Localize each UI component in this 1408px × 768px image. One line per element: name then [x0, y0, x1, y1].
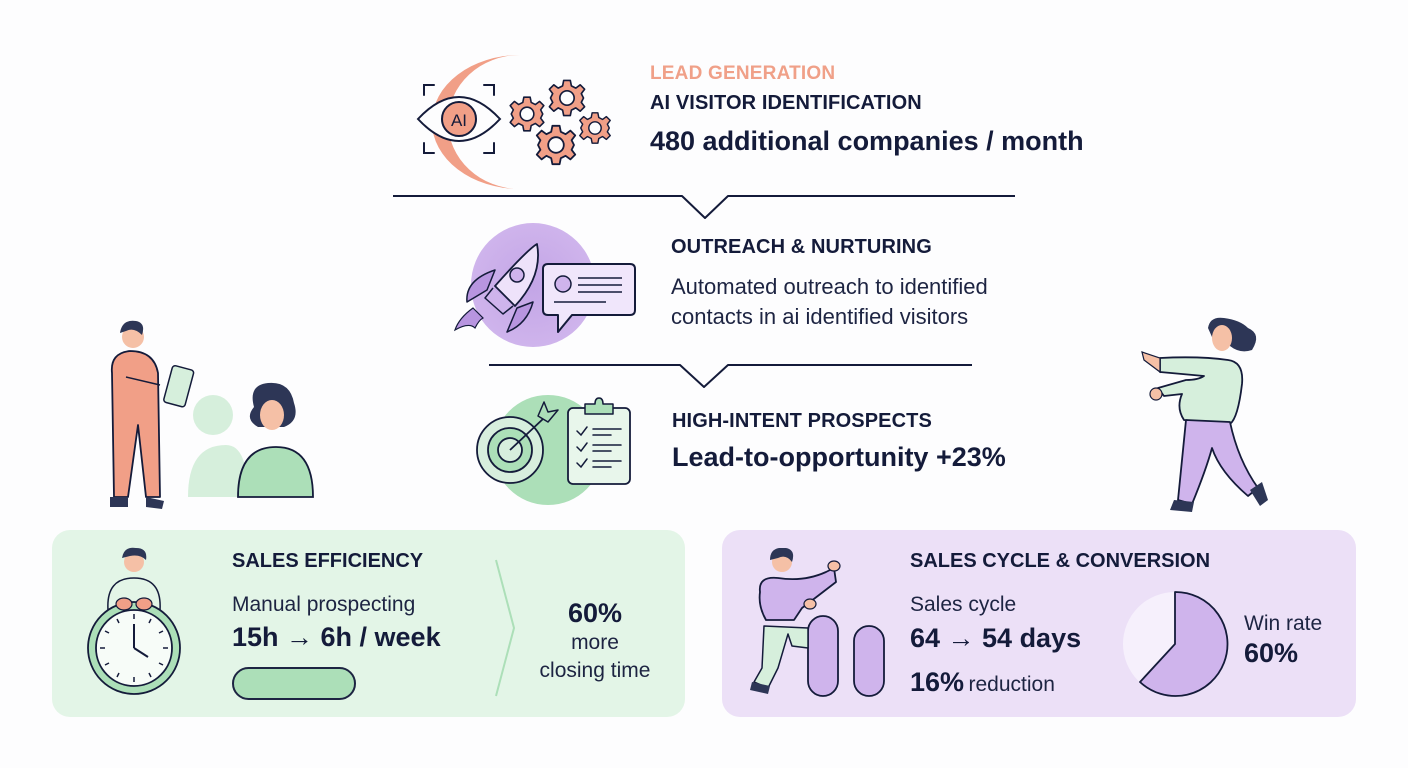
- pointing-woman-illustration: [1141, 317, 1268, 512]
- sales-cycle-label: Sales cycle: [910, 593, 1017, 616]
- sales-cycle-card: SALES CYCLE & CONVERSION Sales cycle 64 …: [722, 530, 1356, 717]
- sales-efficiency-title: SALES EFFICIENCY: [232, 550, 424, 572]
- gears-icon: [509, 79, 611, 166]
- closing-time-value: 60%: [567, 598, 623, 628]
- clipboard-checklist-icon: [567, 397, 631, 485]
- closing-time-line2: closing time: [539, 659, 651, 682]
- reduction-value: 16%: [910, 667, 965, 697]
- sales-cycle-title: SALES CYCLE & CONVERSION: [910, 550, 1211, 572]
- win-rate-block: Win rate 60%: [1244, 612, 1322, 669]
- prospects-title: HIGH-INTENT PROSPECTS: [672, 410, 932, 432]
- sales-cycle-stat: 64 → 54 days: [910, 623, 1082, 653]
- chat-bubble-icon: [542, 263, 636, 333]
- flow-divider-chevron: [489, 364, 972, 388]
- closing-time-line1: more: [571, 631, 619, 654]
- progress-pill: [232, 667, 356, 700]
- person-with-tablet-illustration: [110, 320, 314, 509]
- lead-generation-title: AI VISITOR IDENTIFICATION: [650, 92, 922, 114]
- lead-generation-stat: 480 additional companies / month: [650, 126, 1084, 156]
- flow-divider-chevron: [393, 195, 1015, 219]
- lead-generation-kicker: LEAD GENERATION: [650, 63, 836, 84]
- chevron-divider: [495, 559, 516, 697]
- reduction-label: reduction: [968, 673, 1055, 696]
- prospects-stat: Lead-to-opportunity +23%: [672, 442, 1006, 472]
- ai-eye-icon: AI: [416, 55, 520, 189]
- sales-efficiency-label: Manual prospecting: [232, 593, 416, 616]
- reduction-stat: 16% reduction: [910, 667, 1055, 698]
- outreach-description-line1: Automated outreach to identified: [671, 274, 988, 299]
- sales-efficiency-card: SALES EFFICIENCY Manual prospecting 15h …: [52, 530, 685, 717]
- closing-time-result: 60% more closing time: [520, 598, 670, 685]
- outreach-description-line2: contacts in ai identified visitors: [671, 304, 969, 329]
- person-with-clock-icon: [87, 547, 181, 695]
- outreach-title: OUTREACH & NURTURING: [671, 236, 932, 258]
- win-rate-pie-chart: [1123, 591, 1229, 697]
- svg-text:AI: AI: [451, 111, 467, 130]
- win-rate-label: Win rate: [1244, 612, 1323, 635]
- person-with-bar-chart-icon: [750, 548, 885, 697]
- win-rate-value: 60%: [1244, 638, 1299, 668]
- sales-efficiency-stat: 15h → 6h / week: [232, 622, 441, 652]
